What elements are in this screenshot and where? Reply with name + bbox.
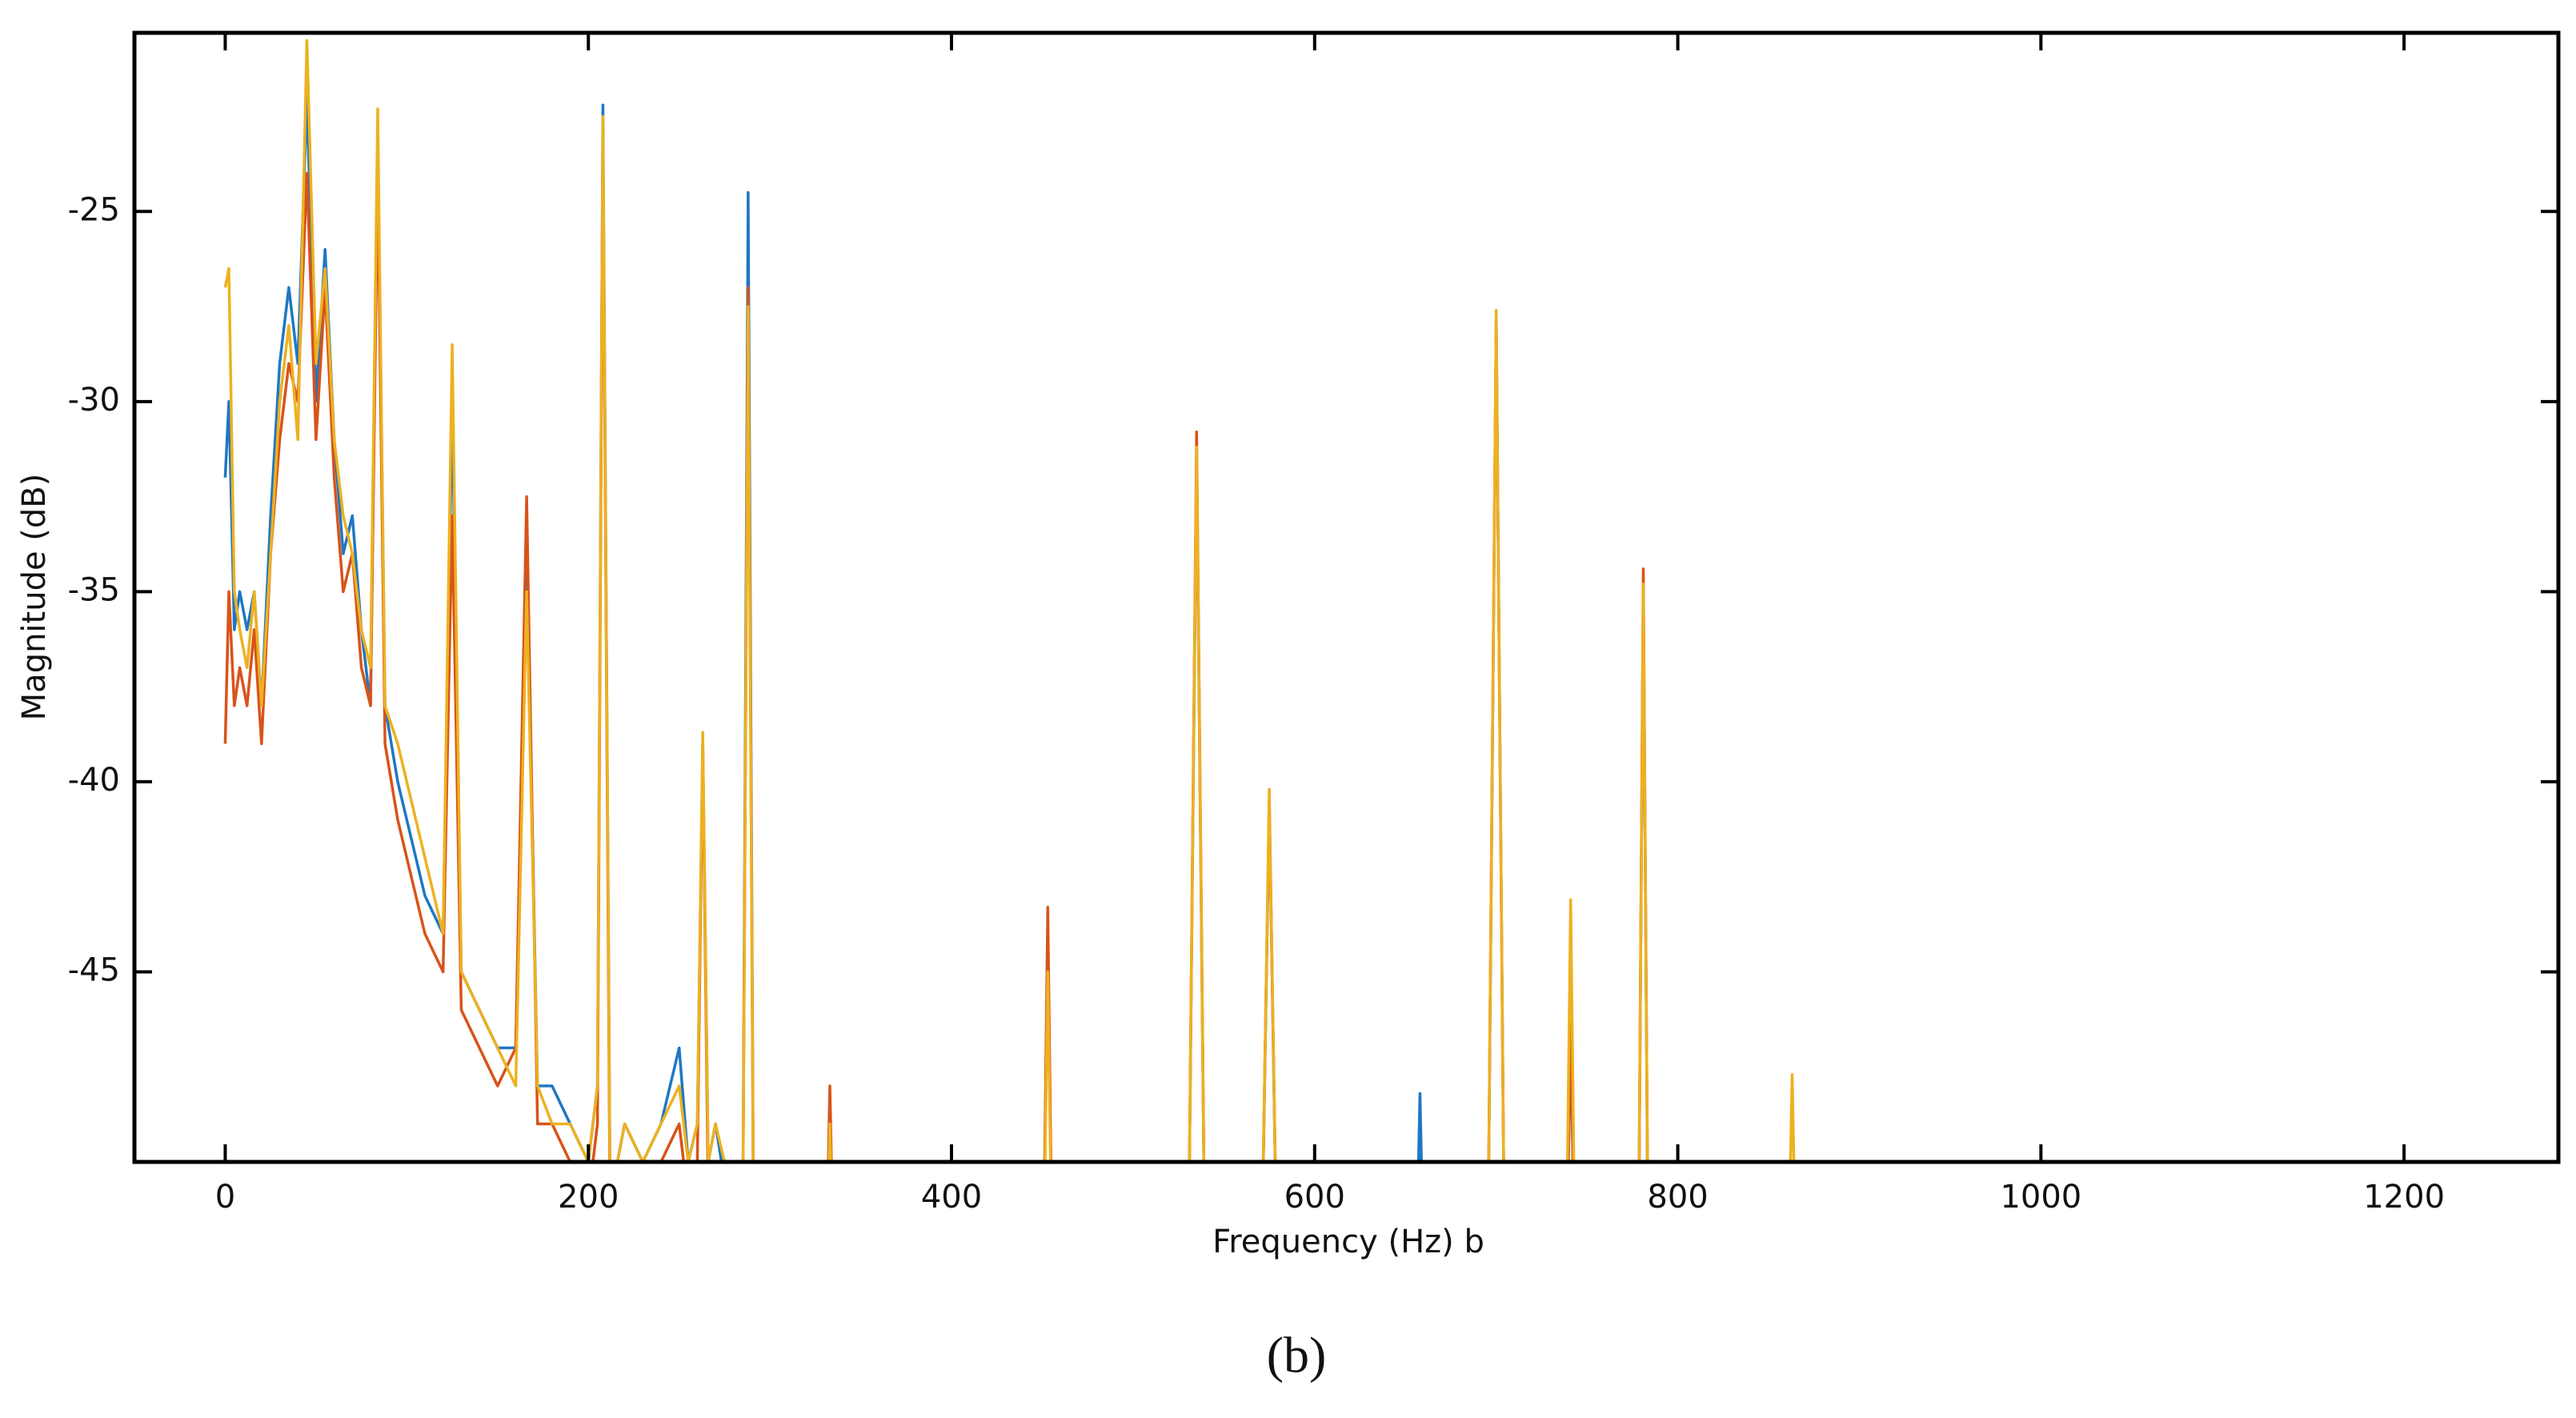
series-line: [223, 134, 1649, 1162]
x-tick-label: 400: [921, 1179, 982, 1216]
x-tick-label: 200: [558, 1179, 619, 1216]
x-axis-label: Frequency (Hz) b: [1212, 1224, 1484, 1260]
y-tick-label: -45: [68, 951, 120, 988]
x-tick-label: 1200: [2363, 1179, 2445, 1216]
x-tick-label: 600: [1284, 1179, 1345, 1216]
plot-area: [223, 38, 1796, 1162]
x-tick-label: 800: [1647, 1179, 1708, 1216]
plot-frame: [132, 30, 2561, 1164]
y-axis-label: Magnitude (dB): [16, 474, 53, 721]
y-tick-label: -25: [68, 191, 120, 228]
y-tick-label: -40: [68, 762, 120, 799]
x-tick-label: 1000: [2000, 1179, 2081, 1216]
series-line: [223, 38, 1796, 1162]
caption: (b): [1267, 1327, 1327, 1384]
series-line: [223, 96, 1649, 1162]
y-tick-label: -30: [68, 382, 120, 419]
y-tick-label: -35: [68, 571, 120, 608]
x-tick-label: 0: [215, 1179, 235, 1216]
